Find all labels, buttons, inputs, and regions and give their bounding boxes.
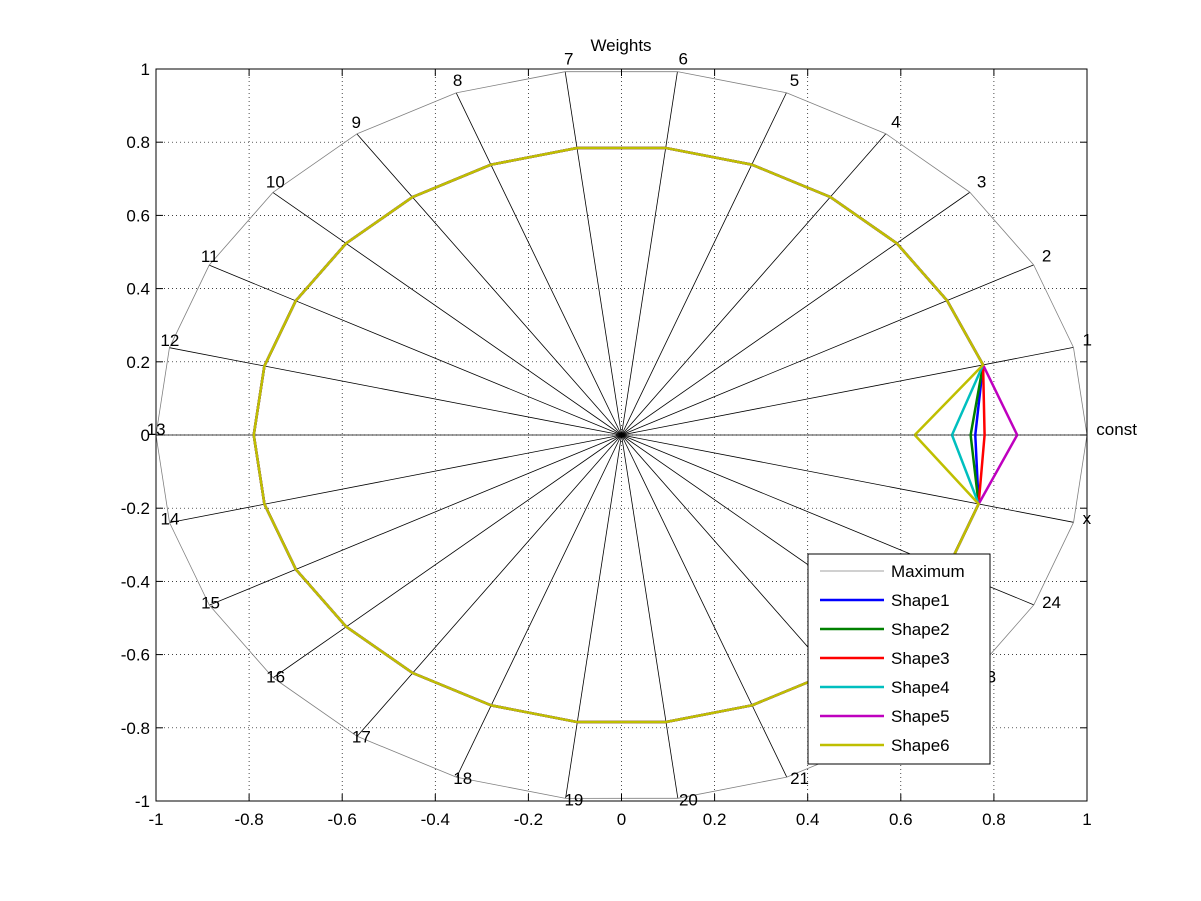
x-tick-label: 0.2 (703, 810, 727, 829)
y-tick-label: -1 (135, 792, 150, 811)
x-tick-label: -0.8 (234, 810, 263, 829)
y-tick-label: 0.2 (126, 353, 150, 372)
spoke-line (621, 434, 679, 799)
plot-axes: -1 -0.8 -0.6 -0.4 -0.2 0 0.2 0.4 0.6 0.8 110.80.60… (121, 60, 1092, 829)
spoke-label: 17 (352, 727, 371, 746)
spoke-line (209, 264, 622, 436)
spoke-label: 24 (1042, 593, 1061, 612)
spoke-line (621, 191, 971, 436)
spoke-label: 7 (564, 49, 573, 68)
spoke-line (356, 434, 622, 737)
spoke-line (564, 71, 622, 436)
spoke-label: 21 (790, 769, 809, 788)
x-tick-label: 0.4 (796, 810, 820, 829)
spoke-label: 10 (266, 173, 285, 192)
y-tick-label: -0.6 (121, 646, 150, 665)
x-tick-label: -0.4 (421, 810, 450, 829)
x-tick-label: 0.8 (982, 810, 1006, 829)
x-tick-label: 0.6 (889, 810, 913, 829)
legend-label-shape4: Shape4 (891, 678, 950, 697)
spoke-line (621, 346, 1074, 436)
spoke-label: 18 (453, 769, 472, 788)
legend-label-shape3: Shape3 (891, 649, 950, 668)
spoke-label: 4 (891, 113, 900, 132)
spoke-line (209, 434, 622, 606)
spoke-label: 2 (1042, 246, 1051, 265)
spoke-line (621, 264, 1034, 436)
spoke-line (565, 434, 622, 799)
legend: Maximum Shape1 Shape2 Shape3 Shape4 Shape5 Sha… (807, 553, 991, 765)
spoke-line (272, 192, 622, 436)
spoke-line (621, 434, 788, 778)
legend-label-shape1: Shape1 (891, 591, 950, 610)
spoke-label: 5 (790, 71, 799, 90)
spoke-label: 3 (977, 172, 986, 191)
series-shape6 (252, 146, 985, 724)
spoke-label: const (1096, 420, 1137, 439)
y-tick-label: 0.6 (126, 206, 150, 225)
spoke-line (169, 347, 622, 436)
spoke-label: 8 (453, 71, 462, 90)
legend-label-shape5: Shape5 (891, 707, 950, 726)
legend-label-maximum: Maximum (891, 562, 965, 581)
y-tick-label: 0 (141, 426, 150, 445)
x-tick-label: -0.2 (514, 810, 543, 829)
spoke-label: 1 (1083, 331, 1092, 350)
chart-title: Weights (590, 36, 651, 55)
spoke-label: 6 (679, 49, 688, 68)
spoke-label: 14 (160, 509, 179, 528)
spoke-line (169, 434, 622, 524)
y-tick-label: -0.4 (121, 572, 150, 591)
spoke-line (621, 434, 1074, 523)
series-lines (155, 71, 1088, 799)
spoke-line (356, 133, 622, 436)
y-tick-label: 0.8 (126, 133, 150, 152)
spoke-line (272, 434, 622, 679)
y-tick-label: -0.8 (121, 719, 150, 738)
spoke-label: 9 (352, 113, 361, 132)
spoke-label: 12 (160, 331, 179, 350)
spoke-line (621, 92, 787, 436)
spoke-labels: const12345678910111213141516171819202122… (147, 49, 1138, 809)
spoke-line (621, 71, 678, 436)
x-tick-label: -1 (148, 810, 163, 829)
spoke-label: x (1083, 509, 1092, 528)
spoke-label: 16 (266, 668, 285, 687)
spoke-label: 15 (201, 594, 220, 613)
spoke-line (621, 133, 887, 436)
spoke-label: 11 (201, 247, 219, 266)
spoke-label: 19 (564, 791, 583, 810)
spoke-line (456, 434, 622, 778)
x-tick-label: 1 (1082, 810, 1091, 829)
spoke-label: 13 (147, 420, 166, 439)
spoke-line (455, 92, 622, 436)
x-tick-label: -0.6 (328, 810, 357, 829)
x-tick-label: 0 (617, 810, 626, 829)
legend-label-shape2: Shape2 (891, 620, 950, 639)
legend-label-shape6: Shape6 (891, 736, 950, 755)
y-tick-label: 1 (141, 60, 150, 79)
spoke-label: 20 (679, 791, 698, 810)
y-tick-label: -0.2 (121, 499, 150, 518)
y-tick-label: 0.4 (126, 280, 150, 299)
